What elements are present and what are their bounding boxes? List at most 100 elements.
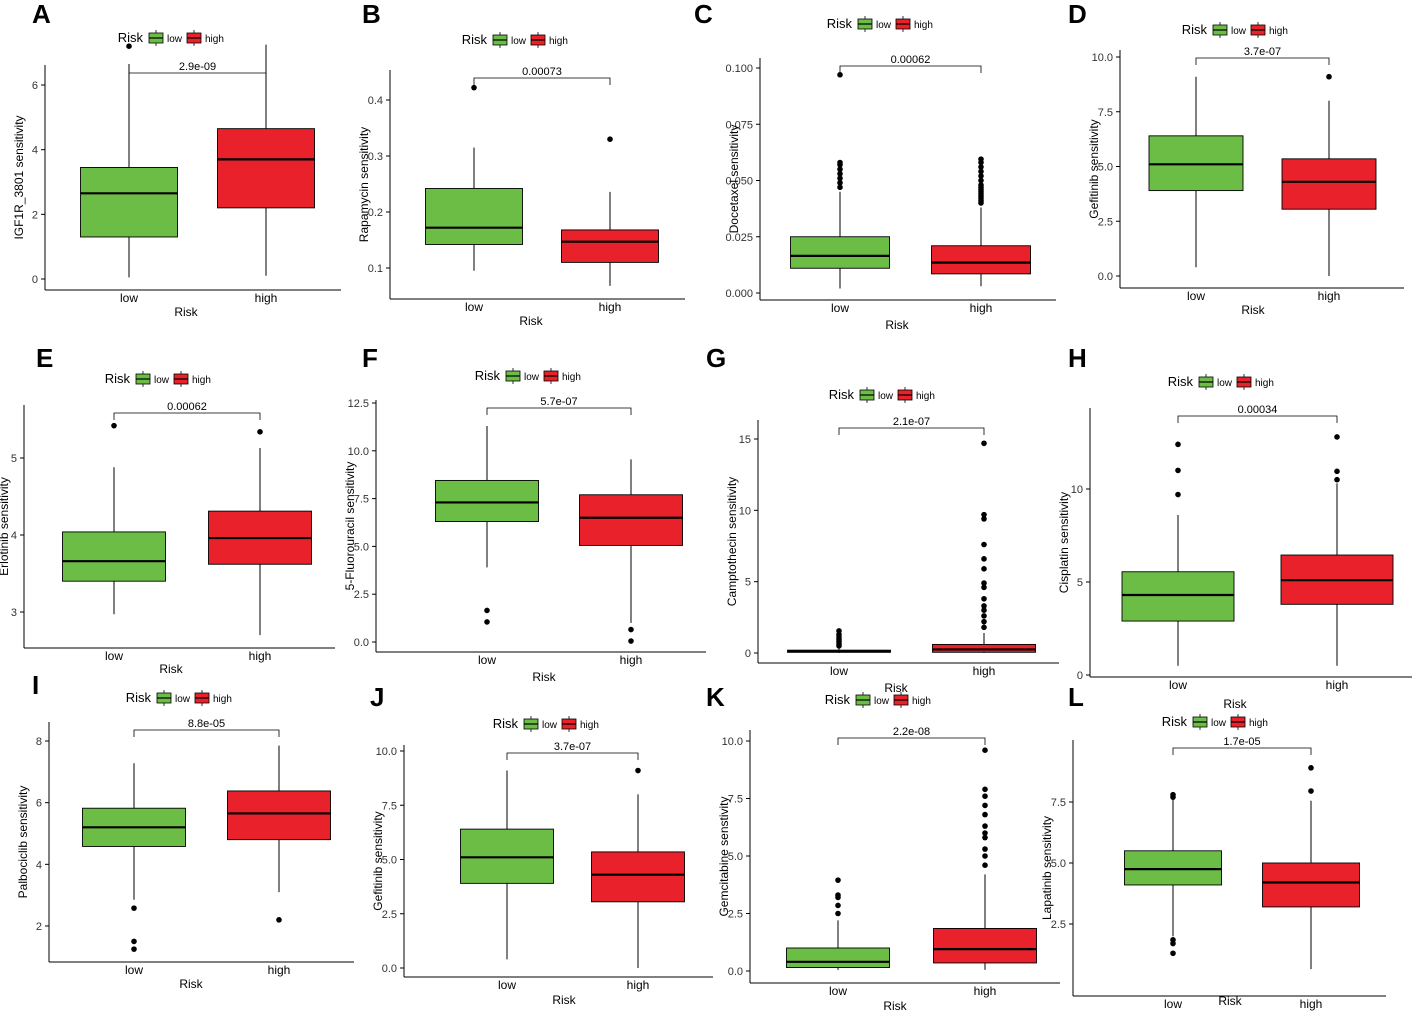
outlier-point [982, 853, 988, 859]
outlier-point [982, 823, 988, 829]
legend-label-high: high [1269, 26, 1288, 37]
y-tick-label: 6 [36, 798, 42, 810]
outlier-point [628, 638, 634, 644]
box-high [1280, 434, 1394, 666]
x-tick-label: low [498, 978, 516, 992]
outlier-point [131, 946, 137, 952]
p-value-label: 1.7e-05 [1223, 736, 1260, 748]
outlier-point [1334, 434, 1340, 440]
outlier-point [131, 938, 137, 945]
y-axis-title: Palbociclib sensitivity [16, 786, 30, 899]
y-tick-label: 8 [36, 736, 42, 748]
y-tick-label: 5.0 [354, 541, 369, 553]
outlier-point [1170, 937, 1176, 943]
box-high [208, 429, 312, 636]
y-tick-label: 0 [745, 648, 751, 660]
y-tick-label: 2 [36, 921, 42, 933]
p-value-label: 8.8e-05 [188, 718, 225, 730]
outlier-point [131, 905, 137, 911]
outlier-point [981, 511, 987, 518]
x-tick-label: high [620, 653, 643, 667]
outlier-point [1170, 791, 1176, 798]
x-tick-label: high [268, 963, 291, 977]
iqr-box [227, 790, 331, 841]
significance-bracket [128, 72, 267, 80]
outlier-point [981, 584, 987, 591]
y-tick-label: 12.5 [348, 398, 369, 410]
outlier-point [981, 566, 987, 572]
outlier-point [126, 43, 132, 49]
box-low [790, 71, 890, 289]
iqr-box [1121, 571, 1235, 622]
panel-letter: H [1068, 343, 1087, 373]
outlier-point [837, 179, 843, 186]
iqr-box [217, 128, 315, 209]
significance-bracket [133, 729, 280, 737]
iqr-box [591, 851, 685, 903]
y-tick-label: 5 [745, 577, 751, 589]
y-tick-label: 15 [739, 434, 751, 446]
y-tick-label: 2.5 [728, 909, 743, 921]
x-axis-title: Risk [1223, 697, 1247, 711]
box-low [1124, 791, 1222, 957]
outlier-point [981, 580, 987, 586]
box-high [933, 747, 1037, 970]
outlier-point [835, 892, 841, 898]
legend-label-low: low [1231, 26, 1247, 37]
box-low [62, 422, 166, 615]
y-tick-label: 0.100 [725, 63, 753, 75]
outlier-point [978, 173, 984, 179]
legend-label-low: low [154, 375, 170, 386]
y-tick-label: 5.0 [382, 855, 397, 867]
legend-title: Risk [462, 32, 488, 47]
legend-title: Risk [1168, 374, 1194, 389]
significance-bracket [1177, 415, 1338, 423]
p-value-label: 0.00034 [1238, 404, 1278, 416]
legend-label-high: high [213, 694, 232, 705]
outlier-point [978, 156, 984, 162]
y-tick-label: 2.5 [382, 909, 397, 921]
x-tick-label: high [599, 300, 622, 314]
legend: Risk low high [1162, 714, 1268, 730]
legend: Risk low high [1182, 22, 1288, 38]
outlier-point [978, 182, 984, 188]
x-tick-label: high [1300, 997, 1323, 1011]
legend-title: Risk [1162, 714, 1188, 729]
outlier-point [276, 917, 282, 923]
y-axis-title: Rapamycin sensitivity [357, 127, 371, 242]
outlier-point [978, 177, 984, 184]
outlier-point [981, 603, 987, 609]
box-high [932, 440, 1036, 653]
legend: Risk low high [462, 32, 568, 48]
x-tick-label: low [1187, 289, 1205, 303]
y-tick-label: 7.5 [728, 794, 743, 806]
outlier-point [982, 786, 988, 793]
outlier-point [982, 834, 988, 841]
x-tick-label: low [1164, 997, 1182, 1011]
legend-label-low: low [876, 20, 892, 31]
panel-letter: E [36, 343, 53, 373]
panel-letter: L [1068, 682, 1084, 712]
legend: Risk low high [829, 387, 935, 403]
box-high [931, 156, 1031, 287]
y-tick-label: 0.0 [354, 637, 369, 649]
y-tick-label: 0.025 [725, 232, 753, 244]
significance-bracket [1172, 747, 1312, 755]
x-axis-title: Risk [159, 662, 183, 676]
significance-bracket [473, 77, 611, 85]
legend: Risk low high [126, 690, 232, 706]
y-tick-label: 7.5 [1098, 107, 1113, 119]
significance-bracket [506, 752, 639, 760]
outlier-point [982, 793, 988, 799]
x-axis-title: Risk [179, 977, 203, 991]
panel-a: A Risk low high 0 2 4 6 IGF1R_3801 sensitivity lo… [12, 0, 341, 319]
x-axis-title: Risk [174, 305, 198, 319]
legend-label-low: low [542, 720, 558, 731]
legend: Risk low high [493, 716, 599, 732]
legend-title: Risk [825, 692, 851, 707]
legend: Risk low high [105, 371, 211, 387]
x-tick-label: high [974, 984, 997, 998]
y-tick-label: 5.0 [728, 851, 743, 863]
legend-label-high: high [916, 391, 935, 402]
